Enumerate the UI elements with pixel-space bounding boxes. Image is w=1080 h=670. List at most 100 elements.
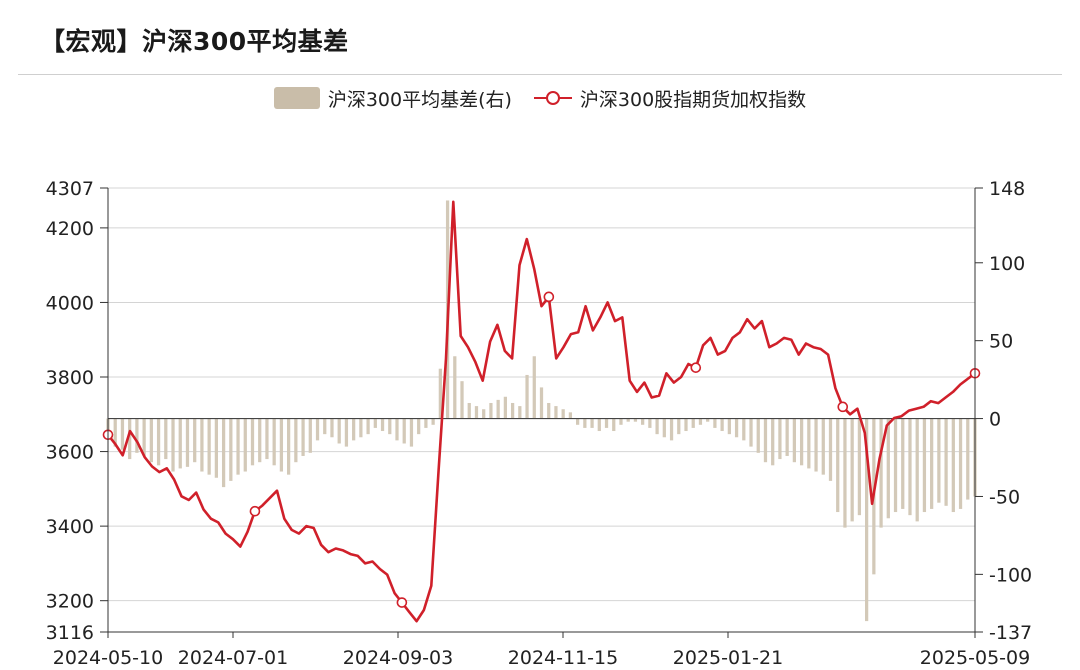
- basis-bar: [778, 418, 782, 460]
- basis-bar: [568, 412, 573, 419]
- index-marker: [396, 597, 408, 608]
- basis-bar: [821, 418, 825, 475]
- left-axis-labels: 3116 3200 3400 3600 3800 4000 4200 4307: [46, 178, 94, 644]
- left-tick-label: 4200: [46, 218, 94, 240]
- basis-bar: [583, 418, 587, 428]
- basis-bar: [236, 418, 240, 475]
- basis-bar: [178, 418, 182, 469]
- basis-bar: [214, 418, 219, 478]
- basis-bar: [417, 418, 421, 435]
- basis-bar: [901, 418, 905, 509]
- basis-bar: [604, 418, 609, 428]
- basis-bar: [286, 418, 291, 475]
- basis-bar: [734, 418, 739, 438]
- basis-bar: [525, 374, 529, 419]
- basis-bar: [886, 418, 890, 519]
- basis-bar: [294, 418, 298, 463]
- basis-bar: [966, 418, 970, 500]
- basis-bar: [409, 418, 414, 447]
- index-line-path: [106, 200, 976, 623]
- right-tick-label: 50: [989, 331, 1013, 353]
- basis-bar: [315, 418, 320, 441]
- x-tick-label: 2024-07-01: [178, 647, 288, 669]
- basis-bar: [850, 418, 854, 522]
- legend-item-index[interactable]: 沪深300股指期货加权指数: [533, 85, 806, 112]
- basis-bar: [864, 418, 869, 622]
- basis-bar: [684, 418, 688, 432]
- x-tick-label: 2024-05-10: [53, 647, 163, 669]
- chart-legend: 沪深300平均基差(右) 沪深300股指期货加权指数: [0, 83, 1080, 113]
- basis-bar: [460, 381, 464, 419]
- title-divider: [18, 74, 1062, 75]
- basis-bar: [626, 418, 630, 422]
- basis-bar: [142, 418, 146, 456]
- basis-bar: [763, 418, 768, 463]
- basis-bar: [756, 418, 760, 453]
- basis-bar: [799, 418, 804, 466]
- axes: [100, 187, 983, 638]
- x-axis-labels: 2024-05-10 2024-07-01 2024-09-03 2024-11-15…: [53, 647, 1030, 669]
- legend-item-basis[interactable]: 沪深300平均基差(右): [273, 85, 512, 112]
- left-tick-label: 3800: [46, 367, 94, 389]
- basis-bar: [193, 418, 197, 463]
- page-title: 【宏观】沪深300平均基差: [40, 27, 349, 56]
- left-tick-label: 4000: [46, 292, 94, 314]
- basis-bar: [164, 418, 168, 460]
- basis-bar: [402, 418, 406, 444]
- basis-bar: [857, 418, 862, 516]
- basis-bar: [590, 418, 594, 428]
- basis-bar: [113, 418, 117, 447]
- basis-bar: [930, 418, 934, 509]
- basis-bar: [250, 418, 255, 466]
- basis-bar: [677, 418, 681, 435]
- basis-bars: [106, 200, 977, 622]
- left-tick-label: 3600: [46, 442, 94, 464]
- basis-bar: [518, 406, 522, 419]
- basis-bar: [207, 418, 211, 475]
- basis-bar: [380, 418, 385, 432]
- basis-bar: [221, 418, 226, 488]
- basis-bar: [330, 418, 334, 438]
- basis-bar: [814, 418, 818, 472]
- basis-bar: [156, 418, 161, 466]
- basis-bar: [561, 409, 565, 419]
- basis-bar: [128, 418, 132, 460]
- basis-bar: [532, 356, 536, 419]
- basis-bar: [713, 418, 717, 428]
- basis-bar: [200, 418, 204, 472]
- basis-bar: [337, 418, 341, 444]
- basis-bar: [633, 418, 638, 422]
- basis-bar: [395, 418, 399, 441]
- basis-bar: [893, 418, 898, 513]
- basis-bar: [539, 387, 544, 419]
- legend-bar-swatch: [273, 87, 320, 109]
- basis-bar: [575, 418, 580, 425]
- basis-bar: [323, 418, 327, 435]
- basis-bar: [467, 402, 471, 419]
- basis-bar: [229, 418, 233, 481]
- basis-bar: [641, 418, 645, 425]
- index-marker: [690, 362, 702, 373]
- basis-bar: [489, 402, 493, 419]
- basis-bar: [301, 418, 305, 456]
- basis-bar: [771, 418, 775, 466]
- basis-bar: [453, 356, 457, 419]
- basis-bar: [597, 418, 601, 432]
- basis-bar: [373, 418, 377, 428]
- basis-bar: [691, 418, 695, 428]
- basis-bar: [344, 418, 349, 447]
- basis-bar: [662, 418, 666, 438]
- basis-bar: [727, 418, 731, 435]
- basis-bar: [749, 418, 753, 447]
- basis-bar: [474, 406, 479, 419]
- basis-bar: [669, 418, 674, 441]
- basis-bar: [352, 418, 356, 441]
- x-tick-label: 2025-01-21: [673, 647, 783, 669]
- basis-bar: [149, 418, 153, 463]
- basis-bar: [135, 418, 139, 453]
- basis-bar: [742, 418, 746, 441]
- basis-bar: [922, 418, 927, 513]
- index-marker: [249, 505, 261, 517]
- basis-bar: [655, 418, 659, 435]
